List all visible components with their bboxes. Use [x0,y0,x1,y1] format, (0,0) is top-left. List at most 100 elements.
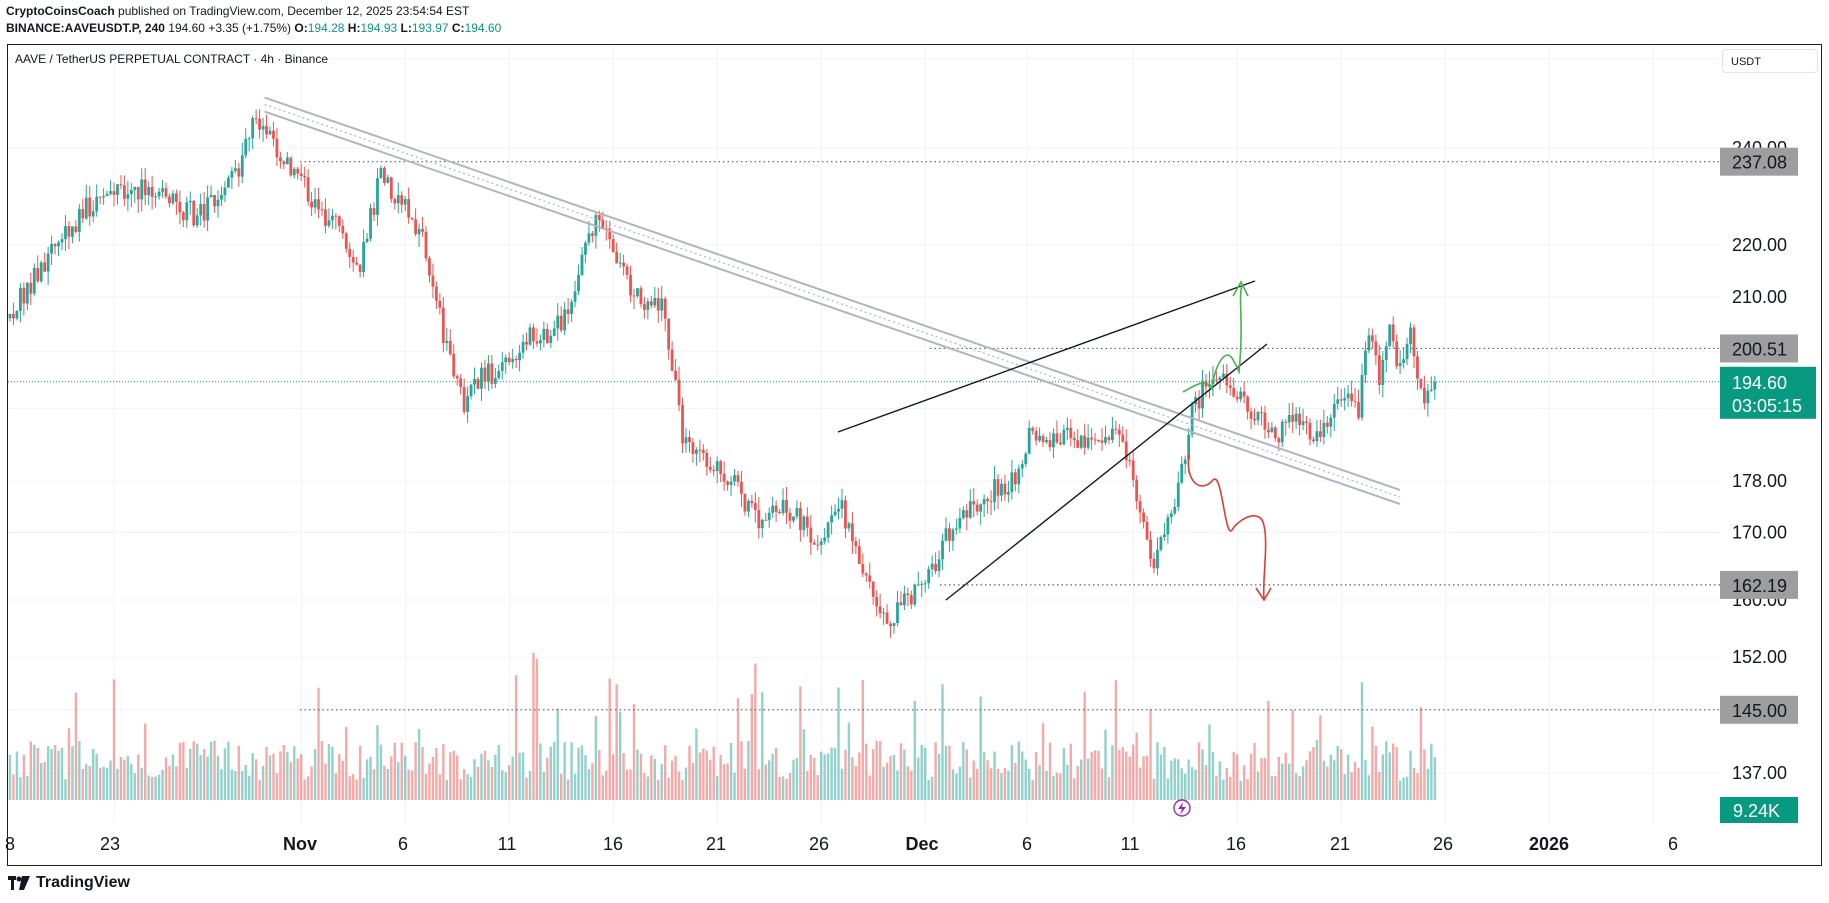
candle-body [497,370,501,378]
tradingview-logo[interactable]: TradingView [8,874,130,892]
author-name[interactable]: CryptoCoinsCoach [6,4,115,18]
volume-bar [1045,770,1048,800]
volume-bar [736,698,740,800]
volume-bar [1246,779,1249,800]
candle-body [275,138,279,158]
volume-bar [757,769,760,800]
level-badge-text: 200.51 [1732,339,1787,359]
volume-bar [50,748,53,800]
volume-bar [868,775,871,800]
volume-bar [466,774,469,800]
volume-bar [1222,779,1225,800]
volume-bar [553,742,556,800]
candle-body [195,215,199,226]
volume-bar [1260,758,1263,800]
volume-bar [601,775,604,800]
candle-body [597,215,601,220]
candle-body [36,267,40,282]
x-tick-label: 2026 [1529,834,1569,854]
candle-body [851,523,854,542]
candle-body [25,282,29,304]
volume-bar [1364,760,1367,800]
volume-bar [230,769,234,800]
volume-bar [279,751,282,800]
candle-body [1045,440,1048,443]
candle-body [722,473,726,482]
candle-body [421,228,424,232]
bullish-path [1182,284,1243,393]
candle-body [428,258,431,276]
candle-body [216,199,220,207]
candle-body [1287,415,1291,423]
candle-body [951,529,955,541]
candle-body [1360,374,1364,418]
candle-body [545,328,549,343]
candle-body [972,501,976,505]
candle-body [1426,390,1430,404]
volume-bar [1000,773,1003,800]
volume-bar [854,765,858,800]
volume-bar [254,759,258,800]
volume-bar [324,763,327,800]
open-value: 194.28 [307,21,345,35]
candle-body [1332,403,1336,418]
candle-body [982,499,986,505]
candle-body [227,177,230,188]
volume-bar [813,757,816,800]
candle-body [1218,377,1222,381]
volume-bar [313,749,317,800]
candle-body [1395,341,1399,367]
candle-body [958,517,962,529]
y-tick-label: 220.00 [1732,235,1787,255]
candle-body [1052,433,1055,448]
volume-bar [643,772,646,800]
volume-bar [144,723,147,800]
candle-body [521,341,525,353]
volume-bar [1395,747,1398,800]
volume-bar [830,747,833,800]
volume-bar [164,757,168,800]
candle-body [968,501,972,518]
volume-bar [1201,749,1204,800]
volume-bar [400,742,403,800]
candle-body [140,179,144,200]
candle-body [785,499,788,513]
candle-body [1111,428,1114,440]
candle-body [989,501,993,503]
candle-body [403,199,407,205]
volume-bar [1142,756,1145,800]
candle-body [383,167,386,183]
candle-body [1419,378,1423,388]
candle-body [1107,437,1111,440]
candle-body [712,469,716,472]
volume-bar [261,766,265,800]
candle-body [750,500,754,504]
candle-body [1027,427,1031,454]
candle-body [1024,453,1028,465]
candle-body [50,244,53,254]
volume-bar [1059,773,1062,800]
channel-line [264,96,1401,491]
candle-body [57,242,60,247]
x-tick-label: 26 [1433,834,1453,854]
candle-body [993,479,996,503]
volume-bar [12,774,15,800]
volume-bar [802,729,806,800]
volume-bar [632,704,636,800]
volume-bar [1125,751,1128,800]
volume-bar [1267,700,1270,800]
volume-bar [133,773,136,800]
volume-bar [941,684,944,800]
candle-body [178,201,182,213]
candle-body [22,287,26,304]
volume-bar [268,755,272,800]
currency-unit-button[interactable]: USDT [1722,49,1818,73]
candle-body [636,288,639,297]
price-levels [300,161,1720,711]
candle-body [629,274,632,296]
volume-bar [965,749,968,800]
volume-bar [98,767,102,800]
candle-body [670,349,674,371]
candle-body [32,267,36,294]
